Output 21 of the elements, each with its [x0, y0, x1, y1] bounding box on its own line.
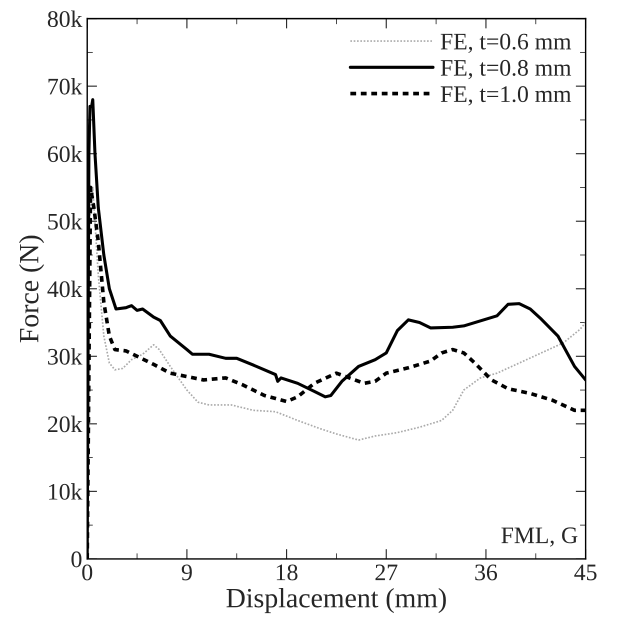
x-tick-label: 18 — [276, 564, 298, 580]
annotation: FML, G — [501, 527, 578, 547]
legend-label: FE, t=1.0 mm — [440, 86, 572, 106]
y-tick-label: 40k — [47, 280, 82, 298]
y-tick-label: 10k — [49, 483, 82, 500]
y-tick-label: 30k — [48, 348, 82, 365]
x-tick-label: 0 — [82, 564, 92, 580]
y-tick-label: 80k — [48, 10, 82, 28]
x-axis-title: Displacement (mm) — [226, 588, 446, 614]
x-tick-label: 27 — [375, 564, 398, 580]
y-tick-label: 60k — [48, 146, 82, 162]
y-tick-label: 50k — [48, 213, 82, 230]
y-axis-title: Force (N) — [18, 236, 44, 342]
legend-label: FE, t=0.8 mm — [440, 60, 572, 80]
y-tick-label: 0 — [71, 551, 82, 568]
x-tick-label: 45 — [574, 564, 597, 580]
y-tick-label: 20k — [48, 416, 82, 432]
y-tick-label: 70k — [48, 78, 82, 95]
x-tick-label: 36 — [475, 564, 498, 580]
x-tick-label: 9 — [182, 564, 192, 580]
legend-label: FE, t=0.6 mm — [440, 34, 572, 53]
